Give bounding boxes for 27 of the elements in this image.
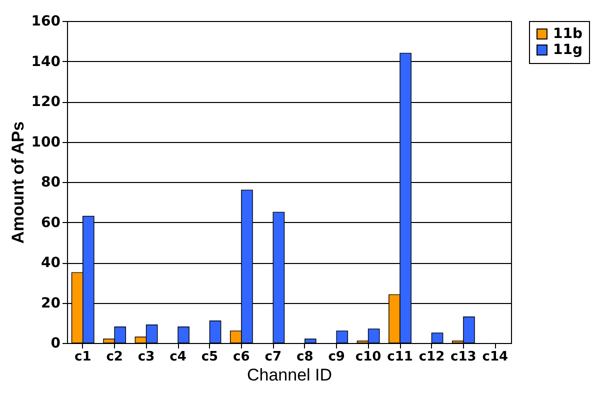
y-tick-label: 140 [31, 54, 61, 70]
x-tick-label: c4 [170, 350, 186, 364]
y-tick-label: 20 [41, 295, 61, 312]
y-tick-label: 160 [31, 14, 61, 30]
x-tick-label: c6 [233, 350, 250, 364]
x-tick-label: c2 [106, 350, 123, 364]
x-tick-label: c5 [201, 350, 218, 364]
x-tick-label: c3 [138, 350, 155, 364]
x-axis-title: Channel ID [246, 366, 332, 384]
y-axis-title: Amount of APs [8, 121, 28, 244]
x-tick-label: c10 [355, 350, 382, 364]
x-tick-label: c12 [418, 350, 445, 364]
y-tick-label: 60 [41, 214, 61, 231]
legend-label: 11b [553, 26, 583, 42]
x-tick-label: c13 [450, 350, 476, 364]
x-tick-label: c7 [264, 350, 282, 364]
y-tick-label: 40 [41, 255, 61, 271]
x-tick-label: c9 [328, 350, 345, 364]
y-tick-label: 120 [31, 94, 61, 110]
x-tick-label: c1 [74, 350, 92, 364]
y-tick-label: 0 [50, 336, 61, 352]
y-tick-label: 100 [31, 134, 61, 150]
x-tick-label: c14 [482, 350, 508, 364]
legend-label: 11g [553, 42, 583, 58]
x-tick-label: c11 [387, 350, 413, 364]
y-tick-label: 80 [41, 174, 61, 190]
x-tick-label: c8 [296, 350, 314, 364]
